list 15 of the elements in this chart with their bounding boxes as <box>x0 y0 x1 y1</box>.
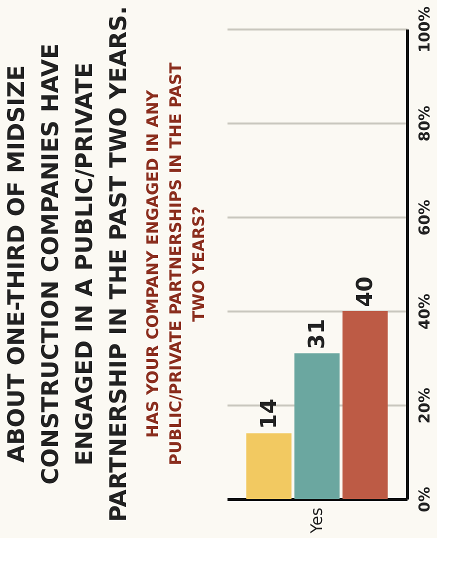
data-label: 31 <box>305 318 330 350</box>
y-tick-label: 80% <box>416 106 434 142</box>
x-tick-label: Yes <box>307 508 326 534</box>
bar <box>246 433 292 499</box>
y-tick-label: 0% <box>416 486 434 512</box>
bar <box>294 353 340 499</box>
bar <box>342 311 388 499</box>
text: ABOUT ONE-THIRD OF MIDSIZE CONSTRUCTION COMPANIES HAVE ENGAGED IN A PUBLIC/PRIVATE PARTNERSHIP IN THE PAST TWO YEARS. <box>4 6 132 522</box>
data-label: 14 <box>256 398 282 430</box>
y-tick-label: 100% <box>416 6 434 53</box>
text: HAS YOUR COMPANY ENGAGED IN ANY PUBLIC/PRIVATE PARTNERSHIPS IN THE PAST TWO YEARS? <box>143 62 208 466</box>
y-tick-label: 60% <box>416 200 434 236</box>
y-tick-label: 40% <box>416 294 434 330</box>
y-tick-label: 20% <box>416 388 434 424</box>
data-label: 40 <box>353 276 378 307</box>
